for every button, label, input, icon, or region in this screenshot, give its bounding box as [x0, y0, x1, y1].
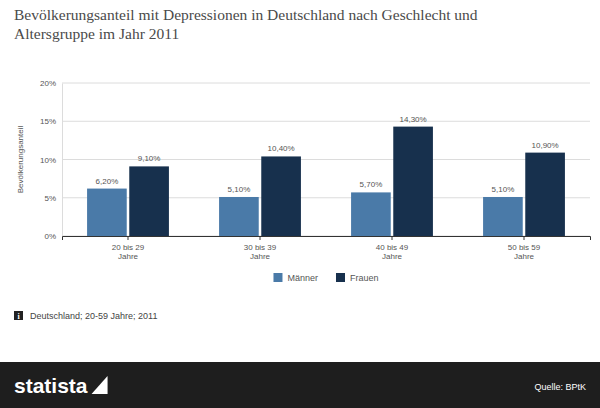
bar: [351, 192, 391, 236]
bar: [219, 197, 259, 236]
footer-bar: [0, 362, 600, 408]
legend: Männer Frauen: [273, 273, 378, 283]
y-tick-label: 20%: [40, 79, 56, 88]
grid-line: [62, 121, 590, 122]
legend-swatch: [273, 273, 282, 282]
x-tick-label: 30 bis 39Jahre: [244, 243, 277, 261]
grid-line: [62, 83, 590, 84]
note: i Deutschland; 20-59 Jahre; 2011: [14, 311, 157, 321]
legend-label: Frauen: [350, 273, 379, 283]
source: Quelle: BPtK: [534, 382, 586, 392]
y-tick-label: 15%: [40, 117, 56, 126]
y-axis-line: [62, 84, 63, 237]
x-tick: 20 bis 29Jahre: [112, 236, 145, 261]
data-label: 9,10%: [138, 154, 161, 163]
data-label: 5,10%: [228, 185, 251, 194]
grid: [62, 83, 590, 236]
note-text: Deutschland; 20-59 Jahre; 2011: [30, 311, 157, 321]
y-tick: 0%: [44, 232, 62, 241]
y-tick: 15%: [40, 117, 62, 126]
legend-label: Männer: [287, 273, 318, 283]
data-label: 14,30%: [400, 115, 427, 124]
data-label: 5,10%: [492, 185, 515, 194]
y-tick: 10%: [40, 156, 62, 165]
legend-item: Männer: [273, 273, 318, 283]
y-tick-label: 5%: [44, 194, 56, 203]
note-icon-glyph: i: [17, 312, 20, 321]
x-tick: 40 bis 49Jahre: [376, 236, 409, 261]
data-labels: 6,20% 5,10% 5,70% 5,10% 9,10% 10,40% 14,30% 10,…: [96, 115, 559, 194]
brand-logo: [92, 376, 108, 394]
bar: [261, 156, 301, 236]
x-tick-mark: [128, 236, 129, 240]
bars: [87, 127, 565, 236]
data-label: 10,40%: [268, 144, 295, 153]
bar: [525, 153, 565, 236]
bar: [483, 197, 523, 236]
brand: statista: [14, 374, 88, 397]
bar: [87, 189, 127, 236]
y-axis: 0% 5% 10% 15% 20%: [40, 79, 63, 241]
x-tick-label: 20 bis 29Jahre: [112, 243, 145, 261]
x-tick-mark: [260, 236, 261, 240]
note-icon: [14, 311, 23, 320]
bar: [129, 166, 169, 236]
y-axis-title: Bevölkerungsanteil: [16, 125, 25, 193]
y-tick-label: 0%: [44, 232, 56, 241]
x-axis-line: [63, 237, 591, 241]
legend-item: Frauen: [336, 273, 379, 283]
x-tick-mark: [392, 236, 393, 240]
bar: [393, 127, 433, 236]
footer: statista Quelle: BPtK: [0, 362, 600, 408]
data-label: 5,70%: [360, 180, 383, 189]
data-label: 6,20%: [96, 177, 119, 186]
y-tick-label: 10%: [40, 156, 56, 165]
y-tick: 5%: [44, 194, 62, 203]
x-tick-mark: [524, 236, 525, 240]
legend-swatch: [336, 273, 345, 282]
title: Bevölkerungsanteil mit Depressionen in D…: [14, 6, 478, 42]
data-label: 10,90%: [532, 141, 559, 150]
x-axis: 20 bis 29Jahre 30 bis 39Jahre 40 bis 49Jah…: [63, 236, 591, 261]
x-tick: 30 bis 39Jahre: [244, 236, 277, 261]
chart: Bevölkerungsanteil mit Depressionen in D…: [0, 0, 600, 408]
y-tick: 20%: [40, 79, 62, 88]
x-tick-label: 40 bis 49Jahre: [376, 243, 409, 261]
x-tick: 50 bis 59Jahre: [508, 236, 541, 261]
x-tick-label: 50 bis 59Jahre: [508, 243, 541, 261]
